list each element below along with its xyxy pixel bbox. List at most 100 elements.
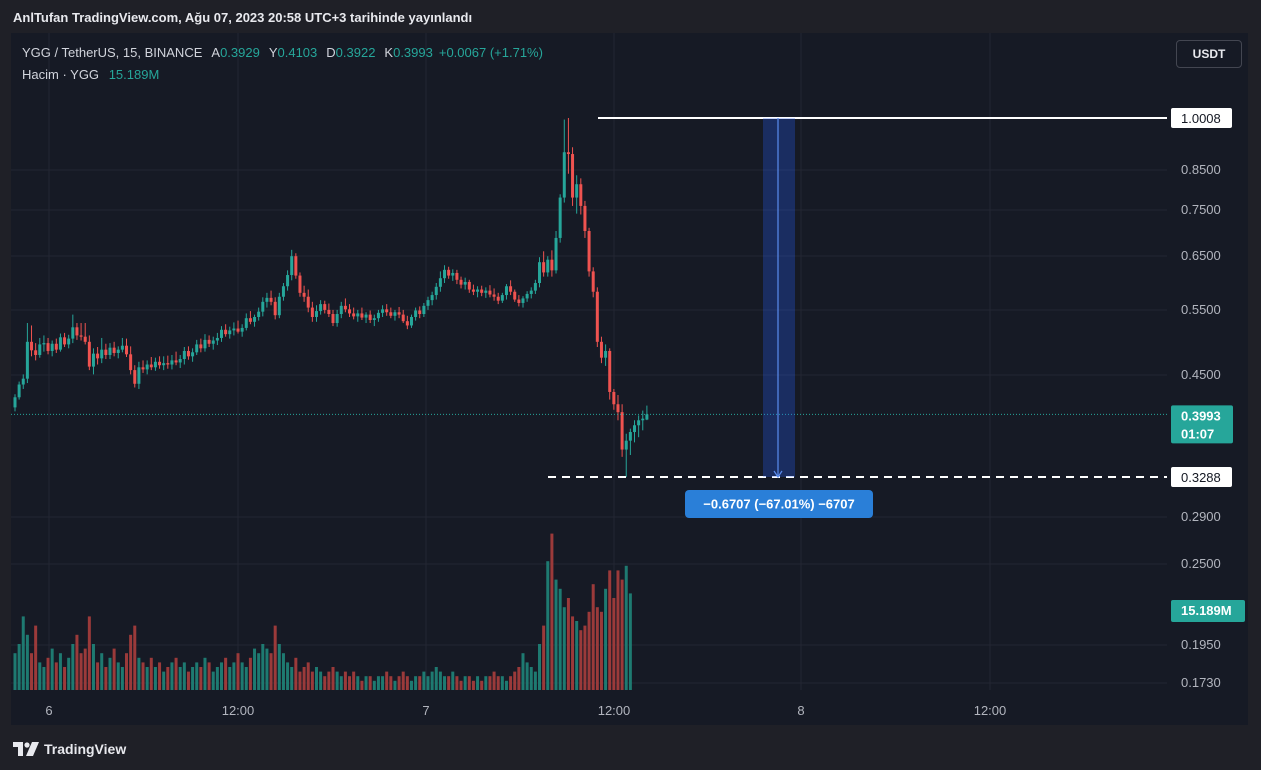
- candle-body[interactable]: [149, 364, 153, 368]
- candle-body[interactable]: [286, 275, 290, 287]
- candle-body[interactable]: [327, 309, 331, 315]
- candle-body[interactable]: [178, 359, 182, 363]
- candle-body[interactable]: [79, 335, 83, 337]
- candle-body[interactable]: [554, 237, 558, 271]
- candle-body[interactable]: [199, 344, 203, 349]
- candle-body[interactable]: [228, 330, 232, 335]
- candle-body[interactable]: [509, 286, 513, 292]
- candle-body[interactable]: [323, 304, 327, 310]
- candle-body[interactable]: [253, 316, 257, 322]
- candle-body[interactable]: [125, 345, 129, 355]
- candle-body[interactable]: [624, 440, 628, 450]
- candle-body[interactable]: [352, 313, 356, 317]
- candle-body[interactable]: [21, 378, 25, 385]
- candle-body[interactable]: [385, 309, 389, 313]
- tradingview-logo[interactable]: TradingView: [13, 739, 126, 759]
- candle-body[interactable]: [203, 339, 207, 349]
- candle-body[interactable]: [372, 318, 376, 320]
- candle-body[interactable]: [211, 340, 215, 344]
- candle-body[interactable]: [633, 425, 636, 433]
- price-chart[interactable]: −0.6707 (−67.01%) −6707 0.8500 0.7500 0.65…: [11, 33, 1248, 725]
- candle-body[interactable]: [599, 341, 603, 358]
- candle-body[interactable]: [409, 316, 413, 326]
- candle-body[interactable]: [257, 311, 261, 317]
- candle-body[interactable]: [120, 345, 124, 350]
- candle-body[interactable]: [538, 262, 542, 284]
- candle-body[interactable]: [261, 301, 265, 312]
- candle-body[interactable]: [492, 294, 496, 297]
- candle-body[interactable]: [571, 154, 575, 198]
- candle-body[interactable]: [162, 363, 166, 366]
- candle-body[interactable]: [616, 404, 620, 413]
- candle-body[interactable]: [129, 354, 133, 371]
- candle-body[interactable]: [96, 353, 100, 359]
- candle-body[interactable]: [426, 300, 430, 306]
- candle-body[interactable]: [277, 296, 281, 316]
- candle-body[interactable]: [604, 350, 608, 358]
- candle-body[interactable]: [645, 414, 649, 420]
- candle-body[interactable]: [418, 310, 422, 315]
- candle-body[interactable]: [376, 312, 380, 319]
- candle-body[interactable]: [443, 269, 447, 279]
- candle-body[interactable]: [368, 314, 372, 320]
- candle-body[interactable]: [463, 281, 467, 285]
- measure-range-box[interactable]: [763, 118, 795, 477]
- candle-body[interactable]: [17, 384, 21, 398]
- candle-body[interactable]: [319, 304, 323, 312]
- candle-body[interactable]: [34, 350, 38, 355]
- candle-body[interactable]: [290, 256, 294, 276]
- candle-body[interactable]: [195, 344, 199, 353]
- candle-body[interactable]: [186, 350, 190, 357]
- candle-body[interactable]: [244, 318, 248, 328]
- candle-body[interactable]: [348, 309, 352, 314]
- candle-body[interactable]: [364, 314, 368, 318]
- candle-body[interactable]: [455, 272, 459, 280]
- candle-body[interactable]: [525, 293, 529, 299]
- candle-body[interactable]: [579, 184, 583, 206]
- candle-body[interactable]: [414, 310, 418, 317]
- candle-body[interactable]: [42, 343, 46, 345]
- candle-body[interactable]: [71, 327, 75, 339]
- candle-body[interactable]: [575, 184, 579, 198]
- candle-body[interactable]: [438, 278, 442, 287]
- candle-body[interactable]: [641, 418, 645, 421]
- candle-body[interactable]: [401, 314, 405, 322]
- candle-body[interactable]: [58, 337, 62, 350]
- candle-body[interactable]: [141, 367, 145, 370]
- candle-body[interactable]: [343, 305, 347, 310]
- candle-body[interactable]: [63, 337, 67, 345]
- candle-body[interactable]: [100, 349, 104, 359]
- candle-body[interactable]: [360, 313, 364, 318]
- candle-body[interactable]: [269, 297, 273, 302]
- candle-body[interactable]: [83, 336, 87, 342]
- candle-body[interactable]: [75, 327, 79, 336]
- candle-body[interactable]: [54, 343, 58, 350]
- candle-body[interactable]: [67, 338, 71, 345]
- candle-body[interactable]: [591, 271, 595, 292]
- candle-body[interactable]: [182, 350, 186, 360]
- candle-body[interactable]: [381, 309, 385, 313]
- candle-body[interactable]: [356, 313, 360, 317]
- volume-label[interactable]: Hacim · YGG: [22, 67, 100, 82]
- candle-body[interactable]: [281, 286, 285, 297]
- candle-body[interactable]: [430, 295, 434, 301]
- candle-body[interactable]: [562, 152, 566, 198]
- candle-body[interactable]: [46, 343, 50, 351]
- candle-body[interactable]: [488, 290, 492, 295]
- candle-body[interactable]: [637, 420, 641, 426]
- candle-body[interactable]: [331, 314, 335, 324]
- candle-body[interactable]: [504, 286, 508, 296]
- candle-body[interactable]: [207, 339, 211, 344]
- candle-body[interactable]: [558, 197, 562, 238]
- candle-body[interactable]: [451, 272, 455, 276]
- candle-body[interactable]: [608, 350, 612, 392]
- candle-body[interactable]: [612, 391, 616, 405]
- measure-label-box[interactable]: [685, 490, 873, 518]
- candle-body[interactable]: [335, 314, 339, 324]
- pair-title[interactable]: YGG / TetherUS, 15, BINANCE: [22, 45, 203, 60]
- candle-body[interactable]: [240, 327, 244, 332]
- candle-body[interactable]: [546, 259, 550, 273]
- candle-body[interactable]: [529, 290, 533, 294]
- candle-body[interactable]: [542, 262, 546, 273]
- candle-body[interactable]: [550, 259, 554, 271]
